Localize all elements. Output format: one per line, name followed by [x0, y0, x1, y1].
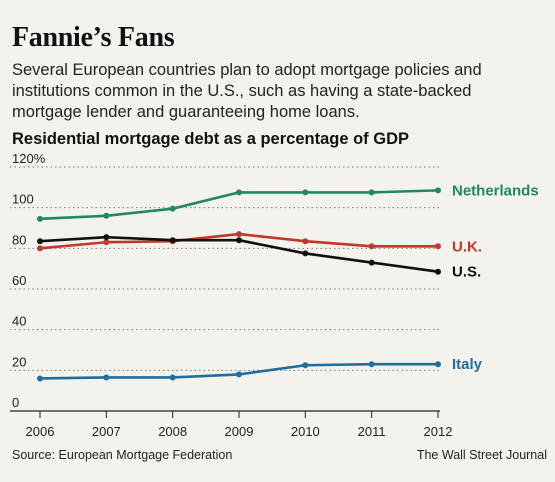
- chart-grid: [10, 166, 440, 371]
- data-point-u-s: [435, 268, 441, 275]
- data-point-u-k: [37, 245, 43, 252]
- data-point-netherlands: [368, 189, 375, 196]
- data-point-italy: [302, 362, 309, 369]
- data-point-u-s: [169, 237, 176, 244]
- data-point-netherlands: [435, 187, 441, 194]
- data-point-u-s: [37, 238, 43, 245]
- data-point-u-k: [103, 239, 110, 246]
- x-tick-label: 2007: [92, 424, 121, 439]
- data-point-italy: [368, 361, 375, 368]
- series-label-u-s: U.S.: [452, 264, 481, 281]
- x-tick-label: 2006: [26, 424, 55, 439]
- publisher-credit: The Wall Street Journal: [416, 448, 547, 462]
- x-axis: 2006 2007 2008 2009 2010 2011 2012: [10, 410, 453, 439]
- data-point-netherlands: [236, 189, 242, 196]
- source-note: Source: European Mortgage Federation: [12, 448, 233, 462]
- data-point-netherlands: [302, 189, 309, 196]
- data-point-u-s: [302, 250, 309, 257]
- data-point-italy: [236, 371, 242, 378]
- x-tick-label: 2010: [291, 424, 320, 439]
- data-point-italy: [103, 374, 110, 381]
- chart-series: [37, 187, 441, 382]
- x-tick-label: 2011: [358, 424, 386, 439]
- series-labels: Netherlands U.K. U.S. Italy: [452, 182, 539, 373]
- y-tick-label: 120%: [12, 151, 46, 166]
- series-label-u-k: U.K.: [452, 238, 482, 255]
- data-point-u-s: [103, 234, 110, 241]
- data-point-u-k: [368, 243, 375, 250]
- y-tick-label: 40: [12, 314, 26, 329]
- page-title: Fannie’s Fans: [12, 22, 175, 53]
- page-subtitle: Several European countries plan to adopt…: [12, 61, 482, 121]
- data-point-u-k: [236, 231, 242, 238]
- data-point-u-s: [236, 237, 242, 244]
- x-tick-label: 2009: [225, 424, 254, 439]
- data-point-netherlands: [37, 215, 43, 222]
- x-tick-label: 2008: [158, 424, 187, 439]
- data-point-italy: [37, 375, 43, 382]
- chart-title: Residential mortgage debt as a percentag…: [12, 130, 410, 148]
- data-point-u-s: [368, 259, 375, 266]
- y-axis-ticks: 0 20 40 60 80 100 120%: [12, 151, 46, 410]
- series-label-italy: Italy: [452, 356, 483, 373]
- y-tick-label: 20: [12, 354, 26, 369]
- y-tick-label: 0: [12, 395, 19, 410]
- data-point-italy: [169, 374, 176, 381]
- data-point-netherlands: [169, 205, 176, 212]
- data-point-u-k: [435, 243, 441, 250]
- data-point-netherlands: [103, 212, 110, 219]
- y-tick-label: 100: [12, 192, 34, 207]
- y-tick-label: 60: [12, 273, 26, 288]
- data-point-u-k: [302, 238, 309, 245]
- data-point-italy: [435, 361, 441, 368]
- x-tick-label: 2012: [424, 424, 453, 439]
- series-label-netherlands: Netherlands: [452, 182, 539, 199]
- y-tick-label: 80: [12, 232, 26, 247]
